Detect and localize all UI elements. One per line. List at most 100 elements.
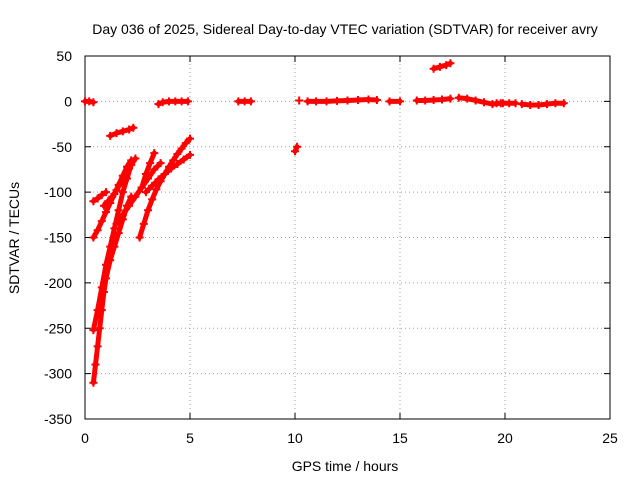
data-point (127, 156, 136, 165)
series-s18 (412, 94, 455, 105)
data-point (295, 96, 304, 105)
data-point (125, 201, 134, 210)
data-point (354, 96, 362, 105)
data-point (89, 98, 98, 107)
data-point (112, 219, 121, 228)
data-point (102, 188, 110, 197)
series-s5 (89, 188, 110, 206)
data-point (429, 96, 438, 105)
y-tick-label: -300 (44, 366, 72, 382)
data-point (118, 127, 127, 136)
data-point (177, 144, 186, 153)
series-s2 (89, 192, 136, 387)
data-point (186, 134, 194, 143)
chart-title: Day 036 of 2025, Sidereal Day-to-day VTE… (92, 21, 598, 37)
data-point (322, 97, 331, 106)
data-point (173, 150, 182, 159)
data-point (517, 100, 526, 109)
series-s19 (429, 59, 455, 73)
data-point (93, 226, 102, 235)
data-point (186, 150, 194, 159)
data-points (81, 59, 568, 387)
data-point (438, 95, 446, 104)
y-tick-label: -100 (44, 184, 72, 200)
series-s16 (303, 95, 381, 106)
axis-ticks: 0 5 10 15 20 25 50 0 -50 -100 -150 -200 -250 -300 -350 (44, 48, 618, 446)
data-point (463, 94, 472, 103)
series-s3 (89, 154, 140, 335)
x-tick-label: 10 (287, 430, 303, 446)
data-point (156, 159, 165, 168)
y-tick-label: -200 (44, 275, 72, 291)
data-point (442, 61, 451, 70)
data-point (181, 139, 190, 148)
data-point (89, 197, 98, 206)
series-s17 (385, 97, 404, 106)
data-point (112, 186, 121, 195)
y-tick-label: -350 (44, 411, 72, 427)
y-tick-label: 50 (56, 48, 72, 64)
data-point (116, 179, 125, 188)
data-point (95, 324, 104, 333)
data-point (118, 188, 127, 197)
data-point (364, 95, 373, 104)
data-point (446, 59, 455, 68)
data-point (150, 165, 159, 174)
series-s13 (234, 97, 255, 106)
data-point (246, 97, 255, 106)
data-point (179, 155, 188, 164)
x-tick-label: 5 (186, 430, 194, 446)
data-point (97, 217, 106, 226)
data-point (93, 194, 102, 203)
data-point (131, 192, 140, 201)
data-point (385, 97, 394, 106)
series-s21 (492, 99, 520, 108)
data-point (534, 101, 543, 110)
data-point (93, 342, 102, 351)
series-s11 (141, 150, 194, 197)
x-tick-label: 20 (497, 430, 513, 446)
data-point (129, 123, 138, 132)
data-point (429, 64, 438, 73)
y-tick-label: 0 (64, 93, 72, 109)
data-point (102, 208, 110, 217)
data-point (106, 242, 115, 251)
data-point (303, 97, 312, 106)
series-s1 (81, 97, 98, 107)
data-point (120, 171, 129, 180)
data-point (312, 97, 320, 106)
data-point (471, 96, 480, 105)
data-point (183, 97, 192, 106)
x-tick-label: 0 (81, 430, 89, 446)
series-s10 (137, 149, 159, 192)
data-point (148, 195, 157, 204)
data-point (93, 306, 102, 315)
data-point (110, 224, 119, 233)
series-s12 (154, 97, 192, 109)
data-point (154, 175, 163, 184)
series-s7 (106, 123, 138, 140)
series-s22 (517, 99, 568, 110)
data-point (148, 181, 157, 190)
y-tick-label: -250 (44, 320, 72, 336)
data-point (89, 233, 98, 242)
grid (85, 56, 610, 419)
series-s14 (291, 142, 302, 156)
y-tick-label: -50 (52, 139, 72, 155)
series-s15 (295, 96, 304, 105)
data-point (454, 93, 463, 102)
x-tick-label: 15 (392, 430, 408, 446)
data-point (97, 190, 106, 199)
data-point (421, 96, 430, 105)
y-tick-label: -150 (44, 230, 72, 246)
data-point (333, 96, 341, 105)
series-s6 (99, 164, 134, 210)
data-point (108, 192, 117, 201)
data-point (167, 164, 176, 173)
data-point (372, 96, 381, 105)
data-point (97, 283, 106, 292)
data-point (160, 169, 169, 178)
data-point (169, 156, 178, 165)
data-point (118, 210, 127, 219)
data-point (526, 101, 535, 110)
